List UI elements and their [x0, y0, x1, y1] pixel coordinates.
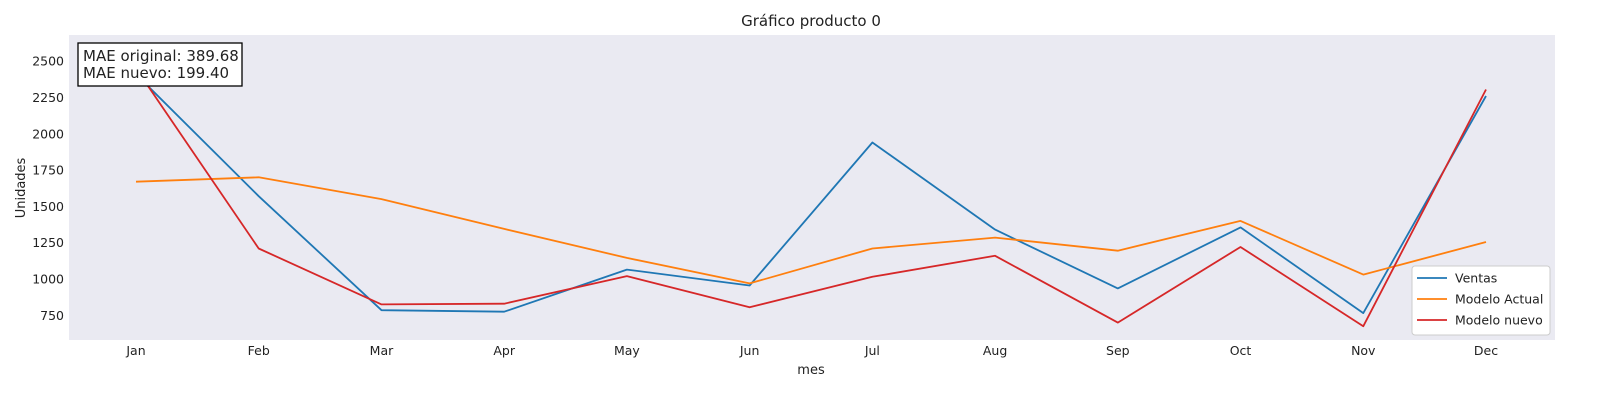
series-line-ventas [135, 73, 1487, 315]
plot-area [69, 35, 1555, 340]
y-tick-label: 1500 [32, 199, 64, 214]
y-axis: 750 1000 1250 1500 1750 2000 2250 2500 [32, 54, 64, 323]
x-tick-label: May [614, 343, 640, 358]
y-tick-label: 1000 [32, 272, 64, 287]
series-line-modelo-nuevo [135, 67, 1487, 328]
mae-annotation: MAE original: 389.68 MAE nuevo: 199.40 [77, 42, 243, 87]
mae-new-text: MAE nuevo: 199.40 [83, 64, 229, 82]
x-tick-label: Mar [370, 343, 394, 358]
legend-label: Modelo Actual [1455, 292, 1543, 307]
y-tick-label: 750 [40, 308, 64, 323]
series-lines [135, 67, 1487, 328]
y-tick-label: 2000 [32, 126, 64, 141]
x-tick-label: Jun [739, 343, 760, 358]
x-tick-label: Nov [1351, 343, 1376, 358]
x-tick-label: Sep [1106, 343, 1130, 358]
x-tick-label: Oct [1230, 343, 1252, 358]
y-tick-label: 1750 [32, 163, 64, 178]
series-line-modelo-actual [135, 176, 1487, 285]
x-axis-label: mes [797, 363, 825, 378]
legend-label: Modelo nuevo [1455, 313, 1543, 328]
mae-original-text: MAE original: 389.68 [83, 47, 239, 65]
y-axis-label: Unidades [14, 157, 29, 218]
x-tick-label: Apr [493, 343, 515, 358]
x-tick-label: Jul [864, 343, 880, 358]
x-tick-label: Dec [1474, 343, 1498, 358]
x-axis: Jan Feb Mar Apr May Jun Jul Aug Sep Oct Nov Dec [125, 343, 1498, 358]
y-tick-label: 2500 [32, 54, 64, 69]
mae-annotation-box [77, 42, 243, 87]
x-tick-label: Aug [983, 343, 1007, 358]
x-tick-label: Feb [248, 343, 270, 358]
legend: Ventas Modelo Actual Modelo nuevo [1411, 265, 1551, 336]
legend-box [1411, 265, 1551, 336]
legend-label: Ventas [1455, 271, 1497, 286]
x-tick-label: Jan [125, 343, 145, 358]
chart-title: Gráfico producto 0 [741, 12, 881, 30]
y-tick-label: 1250 [32, 235, 64, 250]
y-tick-label: 2250 [32, 90, 64, 105]
